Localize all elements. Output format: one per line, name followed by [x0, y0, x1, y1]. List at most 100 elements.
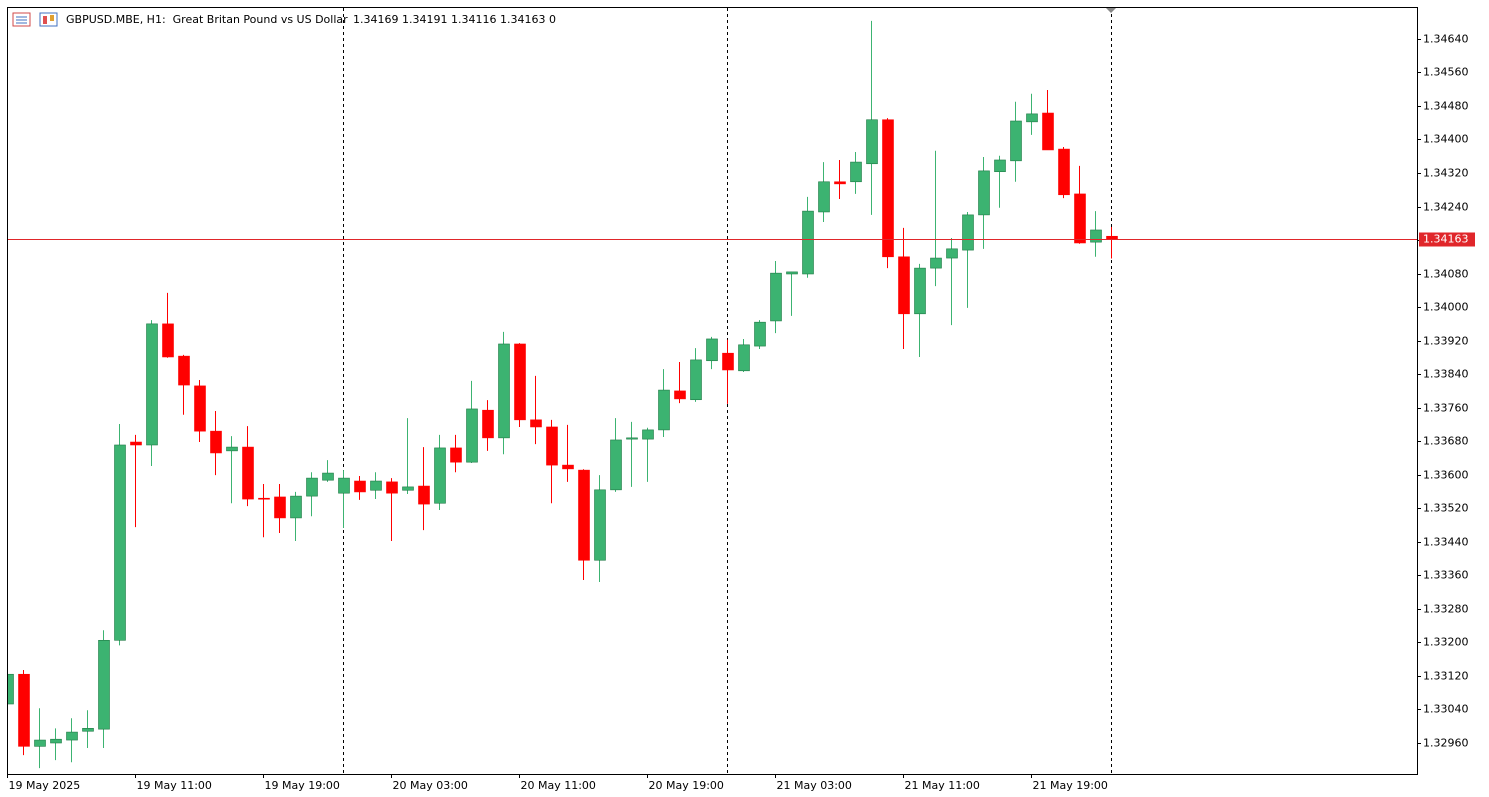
last-price-label: 1.34163 [1423, 233, 1469, 246]
x-tick-label: 19 May 2025 [9, 779, 81, 792]
candle-body [1042, 112, 1054, 151]
candle-body [50, 738, 62, 744]
candle-body [498, 343, 510, 439]
candle-body [338, 477, 350, 494]
candle-body [962, 214, 974, 251]
candle-body [1058, 148, 1070, 196]
candle-body [306, 477, 318, 497]
y-tick-label: 1.34000 [1423, 301, 1469, 314]
y-tick-label: 1.34560 [1423, 66, 1469, 79]
candle-body [354, 480, 366, 493]
candle-body [610, 439, 622, 491]
candle-body [434, 447, 446, 504]
candle-body [34, 739, 46, 747]
candle-body [226, 446, 238, 452]
candle-body [674, 390, 686, 400]
candle-body [146, 323, 158, 446]
y-tick-label: 1.34080 [1423, 268, 1469, 281]
y-tick-label: 1.34240 [1423, 201, 1469, 214]
y-tick-label: 1.34400 [1423, 133, 1469, 146]
candle-body [418, 485, 430, 505]
last-price-badge [1419, 232, 1475, 247]
candle-body [690, 359, 702, 401]
icon-bar [43, 16, 47, 24]
y-tick-label: 1.34320 [1423, 167, 1469, 180]
y-tick-label: 1.34480 [1423, 100, 1469, 113]
x-tick-label: 20 May 19:00 [649, 779, 724, 792]
candle-body [130, 441, 142, 446]
candle-body [978, 170, 990, 216]
candle-body [914, 267, 926, 315]
shift-marker [1106, 8, 1116, 13]
candle-body [786, 271, 798, 275]
chart-title: GBPUSD.MBE, H1: Great Britan Pound vs US… [66, 13, 348, 26]
candle-body [818, 181, 830, 213]
candle-body [578, 469, 590, 561]
candle-body [242, 446, 254, 500]
candle-body [802, 210, 814, 275]
icon-bar [50, 15, 54, 21]
candle-body [930, 257, 942, 269]
x-tick-label: 20 May 03:00 [393, 779, 468, 792]
candle-body [258, 497, 270, 500]
candle-body [658, 389, 670, 431]
candle-body [530, 419, 542, 428]
candle-body [322, 472, 334, 481]
candle-body [866, 119, 878, 165]
candle-body [722, 352, 734, 371]
candle-body [754, 321, 766, 347]
y-tick-label: 1.33280 [1423, 603, 1469, 616]
candle-body [482, 409, 494, 439]
y-tick-label: 1.33440 [1423, 536, 1469, 549]
candle-body [1010, 120, 1022, 162]
candle-body [386, 481, 398, 494]
candle-body [946, 248, 958, 259]
x-tick-label: 20 May 11:00 [521, 779, 596, 792]
candle-body [178, 355, 190, 386]
candle-body [594, 489, 606, 561]
candle-body [626, 437, 638, 440]
candle-body [850, 161, 862, 183]
candle-body [706, 338, 718, 362]
candle-body [98, 639, 110, 730]
candle-body [8, 673, 14, 705]
candle-body [994, 159, 1006, 173]
candle-body [562, 464, 574, 470]
ohlc-header: 1.34169 1.34191 1.34116 1.34163 0 [353, 13, 556, 26]
candle-body [402, 486, 414, 491]
candle-body [1026, 113, 1038, 123]
x-tick-label: 19 May 11:00 [137, 779, 212, 792]
candle-body [18, 673, 30, 747]
y-tick-label: 1.33040 [1423, 703, 1469, 716]
candle-body [1090, 229, 1102, 243]
toolbar-icons [12, 12, 58, 27]
y-tick-label: 1.33120 [1423, 670, 1469, 683]
candle-body [1074, 193, 1086, 244]
candle-body [450, 447, 462, 463]
candle-body [642, 429, 654, 440]
candle-body [882, 119, 894, 258]
y-tick-label: 1.32960 [1423, 737, 1469, 750]
x-tick-label: 19 May 19:00 [265, 779, 340, 792]
candle-body [466, 408, 478, 463]
candle-body [162, 323, 174, 358]
candle-body [66, 731, 78, 741]
candle-body [898, 256, 910, 315]
candles [8, 20, 1118, 769]
candle-body [770, 272, 782, 322]
candle-body [194, 385, 206, 432]
x-tick-label: 21 May 19:00 [1033, 779, 1108, 792]
y-tick-label: 1.33680 [1423, 435, 1469, 448]
candle-body [114, 444, 126, 641]
candle-body [82, 728, 94, 732]
candle-body [370, 480, 382, 491]
y-tick-label: 1.33360 [1423, 569, 1469, 582]
candle-body [210, 430, 222, 454]
y-tick-label: 1.33920 [1423, 335, 1469, 348]
x-tick-label: 21 May 11:00 [905, 779, 980, 792]
plot-frame [7, 7, 1418, 775]
candle-body [834, 181, 846, 185]
candle-body [514, 343, 526, 421]
icon-chart[interactable] [39, 12, 58, 27]
